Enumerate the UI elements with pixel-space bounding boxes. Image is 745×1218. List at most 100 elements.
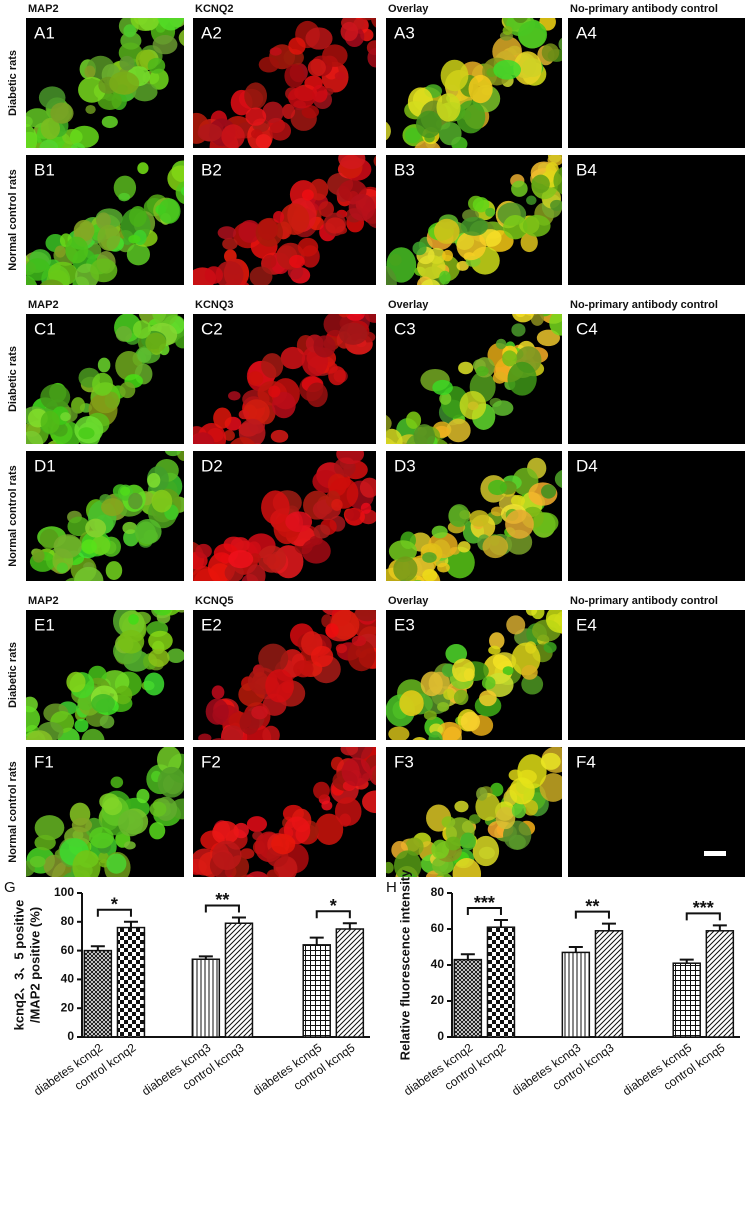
- cell: [40, 882, 50, 890]
- cell: [258, 643, 289, 674]
- cell: [345, 314, 365, 321]
- panel-label: D3: [394, 456, 416, 475]
- cell: [128, 492, 143, 510]
- cell: [314, 813, 344, 845]
- micrograph: E2: [193, 610, 376, 740]
- cell: [137, 162, 149, 175]
- cell: [389, 253, 402, 266]
- cell: [492, 371, 507, 384]
- y-tick-label: 40: [431, 957, 445, 971]
- cell: [262, 254, 277, 269]
- column-header: MAP2: [28, 595, 59, 607]
- panel-label: F2: [201, 752, 221, 771]
- cell: [279, 203, 310, 235]
- cell: [456, 100, 486, 134]
- column-header: No-primary antibody control: [570, 299, 718, 311]
- cell: [469, 814, 481, 824]
- scale-bar: [704, 851, 726, 856]
- cell: [472, 197, 490, 213]
- cell: [340, 747, 359, 756]
- cell: [422, 569, 438, 581]
- panel-label: D1: [34, 456, 56, 475]
- micrograph: C4: [568, 314, 745, 444]
- cell: [13, 286, 29, 305]
- cell: [541, 43, 560, 62]
- cell: [119, 55, 135, 71]
- bar: [83, 949, 113, 1038]
- panel-label: C1: [34, 319, 56, 338]
- cell: [132, 320, 152, 339]
- cell: [175, 336, 184, 349]
- cell: [151, 489, 173, 513]
- cell: [405, 411, 422, 429]
- cell: [29, 882, 43, 892]
- panel-label: B4: [576, 160, 597, 179]
- y-tick-label: 80: [61, 914, 75, 928]
- cell: [549, 314, 562, 336]
- cell: [285, 511, 313, 533]
- cell: [489, 632, 505, 650]
- cell: [434, 218, 460, 244]
- cell: [441, 663, 456, 678]
- cell: [261, 490, 290, 525]
- cell: [445, 643, 468, 664]
- significance-stars: *: [111, 895, 118, 915]
- cell: [89, 827, 114, 849]
- cell: [355, 18, 362, 20]
- cell: [448, 504, 470, 528]
- column-header: KCNQ5: [195, 595, 234, 607]
- cell: [228, 550, 254, 569]
- cell: [209, 563, 231, 581]
- cell: [81, 539, 97, 554]
- cell: [510, 495, 526, 507]
- cell: [85, 518, 107, 538]
- error-bar: [123, 920, 138, 928]
- cell: [175, 181, 184, 204]
- cell: [331, 498, 343, 511]
- cell: [149, 68, 169, 90]
- cell: [152, 610, 172, 616]
- cell: [148, 648, 170, 667]
- cell: [351, 635, 367, 647]
- cell: [485, 207, 496, 217]
- cell: [222, 725, 244, 740]
- cell: [344, 508, 361, 521]
- cell: [118, 809, 144, 837]
- cell: [428, 731, 443, 740]
- cell: [228, 391, 241, 401]
- cell: [238, 409, 250, 420]
- cell: [212, 820, 239, 845]
- cell: [310, 645, 334, 668]
- cell: [168, 600, 180, 610]
- micrograph-bg: [568, 155, 745, 285]
- row-label: Diabetic rats: [7, 346, 19, 412]
- cell: [454, 800, 469, 813]
- cell: [162, 610, 172, 612]
- significance-stars: ***: [693, 898, 714, 918]
- micrograph: A3: [386, 18, 562, 148]
- cell: [223, 430, 235, 441]
- cell: [234, 884, 253, 900]
- cell: [270, 429, 289, 443]
- cell: [325, 217, 346, 234]
- cell: [257, 218, 279, 241]
- significance-stars: *: [330, 896, 337, 916]
- cell: [436, 93, 461, 122]
- cell: [537, 314, 551, 317]
- cell: [423, 710, 437, 721]
- cell: [13, 622, 26, 634]
- cell: [247, 371, 264, 386]
- bar: [453, 958, 483, 1038]
- cell: [360, 502, 372, 514]
- panel-letter: H: [386, 879, 397, 896]
- panel-label: A3: [394, 23, 415, 42]
- cell: [172, 600, 185, 609]
- cell: [71, 817, 93, 833]
- cell: [467, 401, 479, 411]
- cell: [422, 552, 437, 563]
- micrograph: A2: [193, 18, 376, 148]
- cell: [340, 21, 359, 42]
- cell: [113, 685, 133, 705]
- cell: [85, 104, 96, 114]
- cell: [128, 234, 141, 244]
